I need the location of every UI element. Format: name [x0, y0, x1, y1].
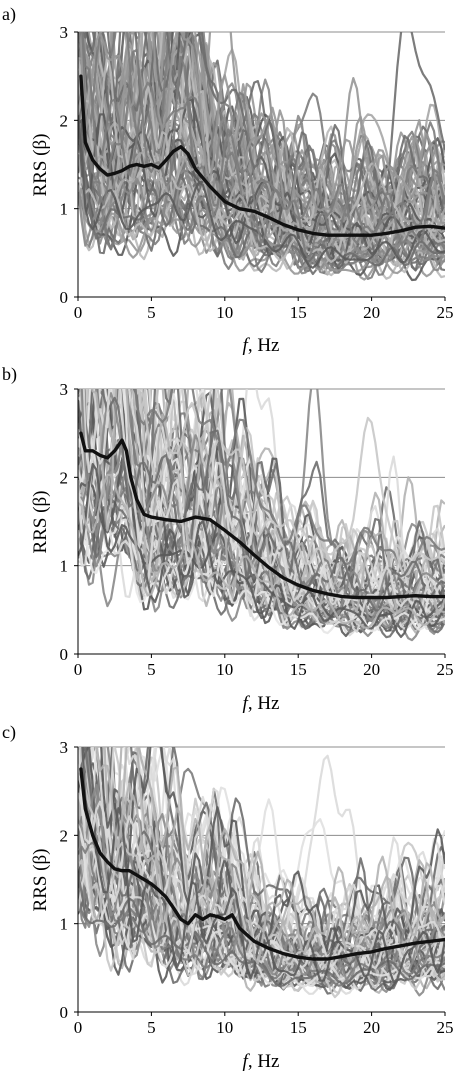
record-line [82, 389, 445, 606]
record-lines [78, 32, 445, 282]
y-tick-label: 0 [60, 1003, 69, 1022]
record-line [81, 747, 445, 984]
record-line [78, 162, 445, 263]
panel-b: b) 0 5 10 15 20 25 0 1 2 3 RRS (β) f, Hz [2, 364, 454, 714]
mean-line [79, 431, 445, 600]
x-axis-label-unit: , Hz [248, 335, 280, 356]
record-line [78, 118, 445, 269]
plot-area: 0 5 10 15 20 25 0 1 2 3 [60, 738, 454, 1037]
x-tick-label: 0 [74, 1018, 83, 1037]
x-tick-label: 15 [290, 1018, 307, 1037]
y-tick-label: 0 [60, 645, 69, 664]
record-line [81, 32, 445, 241]
record-line [79, 32, 445, 225]
y-tick-label: 1 [60, 557, 69, 576]
panel-a: a) 0 5 10 15 20 25 0 1 2 3 RRS (β) f, Hz [2, 4, 454, 356]
mean-line [79, 74, 445, 237]
x-tick-label: 5 [147, 1018, 156, 1037]
x-tick-label: 10 [216, 303, 233, 322]
y-axis-label: RRS (β) [30, 491, 51, 554]
x-tick-label: 5 [147, 303, 156, 322]
y-tick-label: 1 [60, 915, 69, 934]
mean-line-group [79, 74, 445, 237]
record-line [78, 32, 445, 237]
record-line [95, 747, 445, 946]
y-tick-label: 2 [60, 468, 69, 487]
record-line [78, 135, 445, 267]
y-tick-label: 0 [60, 288, 69, 307]
mean-line [79, 767, 445, 961]
x-tick-label: 15 [290, 303, 307, 322]
x-axis-label-unit: , Hz [248, 693, 280, 714]
mean-line-group [79, 431, 445, 600]
y-tick-label: 2 [60, 826, 69, 845]
y-axis-label: RRS (β) [30, 849, 51, 912]
record-line [83, 389, 445, 607]
x-axis-label-variable: f [243, 693, 251, 714]
record-line [140, 389, 445, 577]
record-line [80, 32, 445, 232]
x-axis-label: f, Hz [243, 335, 280, 356]
record-line [78, 408, 445, 629]
plot-area: 0 5 10 15 20 25 0 1 2 3 [60, 380, 454, 679]
record-line [78, 92, 445, 253]
x-axis-label: f, Hz [243, 1051, 280, 1072]
y-axis-label: RRS (β) [30, 134, 51, 197]
x-axis-label-unit: , Hz [248, 1051, 280, 1072]
x-tick-label: 20 [363, 660, 380, 679]
record-line [78, 32, 445, 260]
record-line [90, 389, 445, 623]
x-axis-label-variable: f [243, 335, 251, 356]
plot-area: 0 5 10 15 20 25 0 1 2 3 [60, 23, 454, 322]
x-tick-label: 20 [363, 1018, 380, 1037]
x-axis-label-variable: f [243, 1051, 251, 1072]
record-line [78, 783, 445, 983]
y-tick-label: 3 [60, 738, 69, 757]
x-tick-label: 20 [363, 303, 380, 322]
record-line [110, 747, 445, 932]
panel-label: a) [2, 4, 16, 25]
record-line [78, 506, 445, 639]
x-tick-label: 5 [147, 660, 156, 679]
record-line [78, 495, 445, 635]
mean-line-group [79, 767, 445, 961]
y-tick-label: 2 [60, 111, 69, 130]
record-line [103, 747, 445, 960]
x-tick-label: 10 [216, 1018, 233, 1037]
panel-label: c) [2, 722, 16, 743]
record-line [83, 32, 445, 244]
record-line [78, 168, 445, 275]
panel-c: c) 0 5 10 15 20 25 0 1 2 3 RRS (β) f, Hz [2, 722, 454, 1072]
x-tick-label: 25 [437, 660, 454, 679]
x-tick-label: 25 [437, 303, 454, 322]
record-line [78, 176, 445, 276]
panel-label: b) [2, 364, 17, 385]
x-tick-label: 10 [216, 660, 233, 679]
x-tick-label: 15 [290, 660, 307, 679]
x-tick-label: 0 [74, 303, 83, 322]
x-axis-label: f, Hz [243, 693, 280, 714]
y-tick-label: 3 [60, 380, 69, 399]
x-tick-label: 0 [74, 660, 83, 679]
record-line [134, 389, 445, 578]
y-tick-label: 1 [60, 200, 69, 219]
y-tick-label: 3 [60, 23, 69, 42]
x-tick-label: 25 [437, 1018, 454, 1037]
record-line [78, 473, 445, 630]
